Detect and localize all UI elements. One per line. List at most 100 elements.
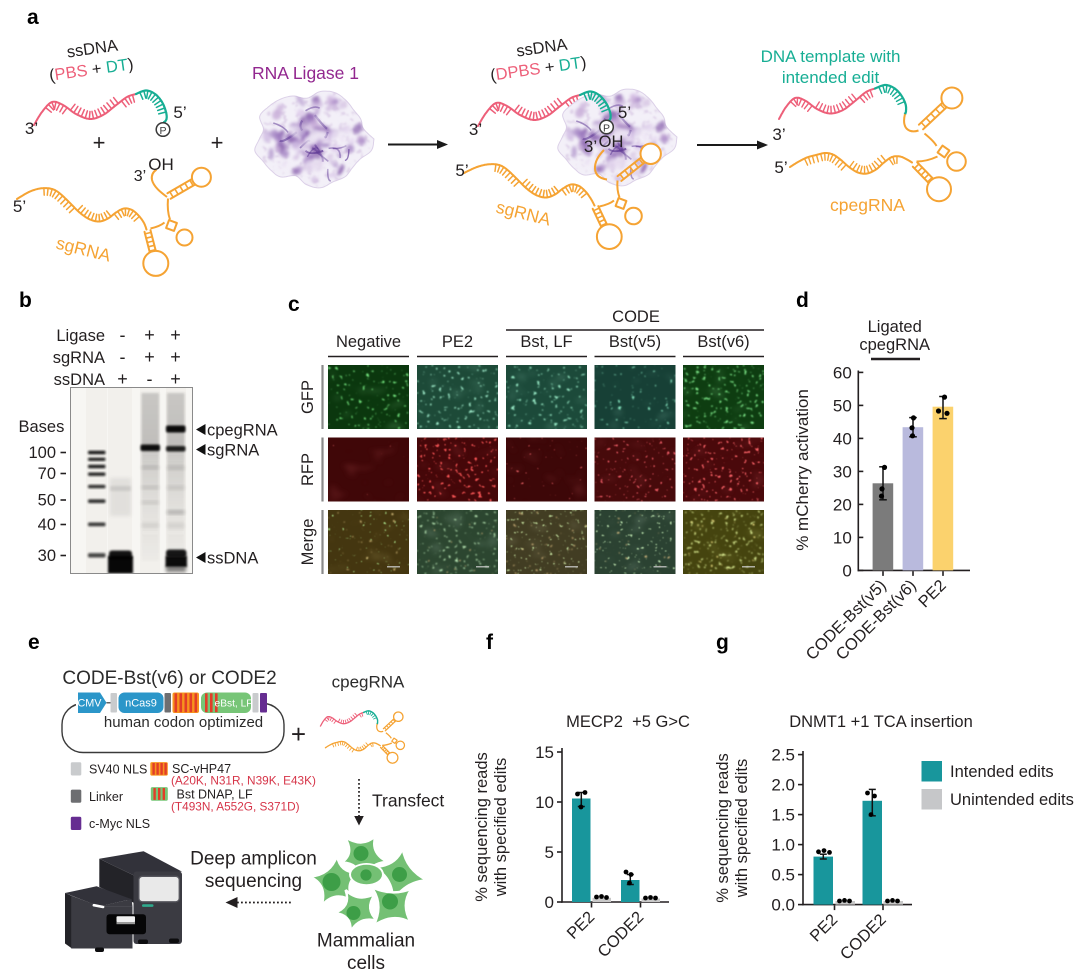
svg-text:DNMT1 +1 TCA insertion: DNMT1 +1 TCA insertion — [789, 713, 973, 731]
svg-text:Transfect: Transfect — [372, 791, 444, 811]
svg-text:5’: 5’ — [774, 158, 787, 177]
svg-text:cpegRNA: cpegRNA — [859, 336, 930, 354]
svg-text:0.0: 0.0 — [771, 896, 795, 915]
svg-text:+: + — [170, 369, 181, 389]
svg-text:+: + — [291, 719, 306, 749]
svg-text:Ligated: Ligated — [868, 318, 922, 336]
svg-text:eBst, LF: eBst, LF — [215, 699, 253, 710]
svg-text:cpegRNA: cpegRNA — [332, 673, 405, 692]
svg-text:2.0: 2.0 — [771, 776, 795, 795]
svg-text:Mammalian: Mammalian — [317, 931, 415, 952]
svg-text:0: 0 — [842, 561, 851, 580]
svg-text:10: 10 — [535, 793, 554, 812]
svg-text:% sequencing reads: % sequencing reads — [714, 753, 732, 903]
svg-text:f: f — [486, 631, 494, 654]
svg-text:cpegRNA: cpegRNA — [830, 195, 905, 215]
svg-text:intended edit: intended edit — [782, 68, 880, 87]
svg-text:DNA template with: DNA template with — [761, 47, 901, 66]
svg-text:sgRNA: sgRNA — [53, 349, 105, 367]
svg-text:Bst(v5): Bst(v5) — [609, 333, 661, 351]
svg-text:Linker: Linker — [89, 790, 123, 804]
svg-text:+: + — [144, 347, 155, 367]
svg-text:5’: 5’ — [173, 103, 186, 122]
svg-text:20: 20 — [833, 495, 852, 514]
svg-text:Bst, LF: Bst, LF — [520, 333, 572, 351]
svg-text:(T493N, A552G, S371D): (T493N, A552G, S371D) — [171, 800, 300, 814]
svg-text:ssDNA: ssDNA — [207, 550, 258, 568]
svg-text:Bst DNAP, LF: Bst DNAP, LF — [177, 788, 254, 802]
svg-text:0.5: 0.5 — [771, 866, 795, 885]
svg-text:Merge: Merge — [299, 519, 317, 566]
svg-text:Unintended edits: Unintended edits — [950, 791, 1074, 809]
svg-text:3’: 3’ — [25, 119, 38, 138]
svg-text:RFP: RFP — [299, 453, 317, 486]
svg-text:+: + — [117, 369, 128, 389]
svg-text:with specified edits: with specified edits — [733, 759, 751, 899]
svg-text:3’: 3’ — [134, 168, 146, 185]
svg-text:40: 40 — [833, 429, 852, 448]
svg-text:30: 30 — [38, 547, 56, 565]
svg-text:c-Myc NLS: c-Myc NLS — [89, 817, 150, 831]
svg-text:Negative: Negative — [336, 333, 401, 351]
svg-text:Bases: Bases — [19, 418, 65, 436]
svg-text:1.5: 1.5 — [771, 806, 795, 825]
svg-text:100: 100 — [28, 444, 56, 462]
svg-text:CODE: CODE — [612, 308, 660, 326]
svg-text:+: + — [144, 325, 155, 345]
svg-text:5’: 5’ — [618, 103, 631, 122]
svg-text:sgRNA: sgRNA — [207, 442, 259, 460]
svg-text:b: b — [19, 289, 32, 312]
svg-text:40: 40 — [38, 516, 56, 534]
svg-text:OH: OH — [148, 155, 174, 174]
svg-text:Intended edits: Intended edits — [950, 763, 1054, 781]
svg-text:Bst(v6): Bst(v6) — [697, 333, 749, 351]
svg-text:(A20K, N31R, N39K, E43K): (A20K, N31R, N39K, E43K) — [171, 774, 316, 788]
svg-text:5’: 5’ — [13, 197, 26, 216]
svg-text:ssDNA: ssDNA — [54, 371, 105, 389]
svg-text:nCas9: nCas9 — [125, 698, 157, 710]
svg-text:RNA Ligase 1: RNA Ligase 1 — [252, 63, 359, 83]
svg-text:-: - — [147, 369, 153, 389]
svg-text:3’: 3’ — [469, 120, 482, 139]
svg-text:human codon optimized: human codon optimized — [104, 714, 263, 731]
svg-text:% mCherry activation: % mCherry activation — [793, 389, 812, 551]
svg-text:cells: cells — [347, 953, 385, 974]
svg-text:CMV: CMV — [78, 698, 103, 710]
svg-text:1.0: 1.0 — [771, 836, 795, 855]
svg-text:SV40 NLS: SV40 NLS — [89, 763, 147, 777]
svg-text:with specified edits: with specified edits — [492, 758, 510, 898]
svg-text:15: 15 — [535, 743, 554, 762]
svg-text:% sequencing reads: % sequencing reads — [473, 752, 491, 902]
svg-text:2.5: 2.5 — [771, 746, 795, 765]
svg-text:CODE-Bst(v6) or CODE2: CODE-Bst(v6) or CODE2 — [62, 668, 276, 689]
svg-text:+: + — [93, 130, 106, 155]
svg-text:50: 50 — [38, 492, 56, 510]
svg-text:50: 50 — [833, 396, 852, 415]
svg-text:SC-vHP47: SC-vHP47 — [172, 762, 231, 776]
svg-text:MECP2 +5 G>C: MECP2 +5 G>C — [566, 713, 690, 731]
svg-text:5: 5 — [545, 843, 554, 862]
svg-text:30: 30 — [833, 462, 852, 481]
svg-text:70: 70 — [38, 465, 56, 483]
svg-text:Deep amplicon: Deep amplicon — [190, 849, 317, 870]
svg-text:a: a — [27, 6, 39, 29]
svg-text:g: g — [716, 631, 729, 654]
svg-text:cpegRNA: cpegRNA — [207, 422, 278, 440]
svg-text:-: - — [120, 347, 126, 367]
svg-text:sequencing: sequencing — [205, 871, 302, 892]
svg-text:P: P — [603, 122, 610, 134]
svg-text:+: + — [170, 325, 181, 345]
svg-text:d: d — [796, 289, 809, 312]
svg-text:GFP: GFP — [299, 380, 317, 414]
svg-text:0: 0 — [545, 893, 554, 912]
svg-text:c: c — [288, 293, 300, 316]
svg-text:+: + — [211, 130, 224, 155]
svg-text:+: + — [170, 347, 181, 367]
svg-text:3’: 3’ — [772, 125, 785, 144]
svg-text:P: P — [159, 125, 166, 137]
svg-text:Ligase: Ligase — [56, 327, 105, 345]
svg-text:3’: 3’ — [584, 137, 597, 156]
svg-text:10: 10 — [833, 528, 852, 547]
svg-text:5’: 5’ — [455, 161, 468, 180]
svg-text:PE2: PE2 — [442, 333, 473, 351]
